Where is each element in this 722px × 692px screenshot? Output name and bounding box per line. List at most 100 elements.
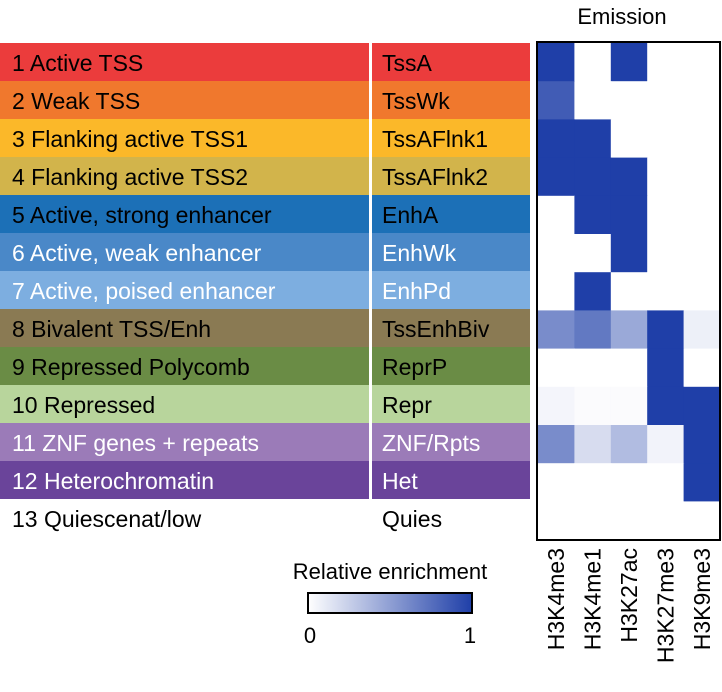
heatmap-cell <box>683 386 721 426</box>
heatmap-cell <box>574 195 612 235</box>
heatmap-cell <box>610 272 648 311</box>
state-abbr-label: TssEnhBiv <box>382 316 490 342</box>
state-row-bg <box>0 385 530 423</box>
state-abbr-label: ReprP <box>382 354 447 380</box>
heatmap-cell <box>683 463 721 502</box>
state-row-bg <box>0 271 530 309</box>
column-labels: H3K4me3 H3K4me1 H3K27ac H3K27me3 H3K9me3 <box>543 548 715 663</box>
heatmap-cell <box>610 463 648 502</box>
heatmap-cell <box>610 501 648 541</box>
heatmap-cell <box>683 348 721 388</box>
heatmap-cell <box>683 157 721 197</box>
heatmap-cell <box>647 119 685 159</box>
heatmap-border <box>536 41 721 541</box>
heatmap-cell <box>574 119 612 159</box>
heatmap-cell <box>538 272 575 311</box>
state-name-label: 10 Repressed <box>12 392 155 418</box>
colorbar-min-label: 0 <box>304 623 316 648</box>
heatmap-cell <box>647 310 685 350</box>
heatmap-cell <box>574 310 612 350</box>
heatmap-cell <box>683 234 721 273</box>
state-row-bg <box>0 499 530 537</box>
heatmap-cell <box>610 348 648 388</box>
heatmap-cell <box>574 272 612 311</box>
state-row-bg <box>0 309 530 347</box>
heatmap-cell <box>574 386 612 426</box>
column-label: H3K4me1 <box>580 548 606 650</box>
state-row-bg <box>0 461 530 499</box>
state-name-label: 2 Weak TSS <box>12 88 140 114</box>
heatmap-cell <box>538 386 575 426</box>
heatmap-cell <box>647 348 685 388</box>
heatmap-cell <box>647 234 685 273</box>
column-label: H3K4me3 <box>543 548 569 650</box>
heatmap-cell <box>574 81 612 120</box>
state-abbr-label: Het <box>382 468 418 494</box>
heatmap-cell <box>683 119 721 159</box>
state-name-label: 8 Bivalent TSS/Enh <box>12 316 211 342</box>
state-abbr-label: TssAFlnk2 <box>382 164 488 190</box>
state-abbr-label: EnhA <box>382 202 439 228</box>
heatmap-cell <box>538 501 575 541</box>
heatmap-cell <box>683 310 721 350</box>
heatmap-cell <box>647 157 685 197</box>
state-row-bg <box>0 195 530 233</box>
heatmap-cell <box>683 195 721 235</box>
heatmap-cell <box>574 501 612 541</box>
heatmap-cell <box>538 425 575 464</box>
heatmap-cell <box>610 157 648 197</box>
state-row-bg <box>0 119 530 157</box>
heatmap-cell <box>574 425 612 464</box>
heatmap-cell <box>574 157 612 197</box>
state-name-label: 12 Heterochromatin <box>12 468 214 494</box>
state-legend: 1 Active TSS TssA 2 Weak TSS TssWk 3 Flankin… <box>0 43 530 537</box>
heatmap-cell <box>610 195 648 235</box>
heatmap-cell <box>538 81 575 120</box>
state-name-label: 6 Active, weak enhancer <box>12 240 262 266</box>
state-abbr-label: EnhPd <box>382 278 451 304</box>
state-name-label: 1 Active TSS <box>12 50 143 76</box>
heatmap-cell <box>647 501 685 541</box>
state-abbr-label: EnhWk <box>382 240 457 266</box>
heatmap-cell <box>538 310 575 350</box>
heatmap-cell <box>610 234 648 273</box>
state-row-bg <box>0 81 530 119</box>
state-name-label: 7 Active, poised enhancer <box>12 278 276 304</box>
state-abbr-label: Repr <box>382 392 432 418</box>
state-name-label: 9 Repressed Polycomb <box>12 354 250 380</box>
heatmap-cell <box>574 348 612 388</box>
heatmap-cell <box>610 310 648 350</box>
heatmap-cell <box>610 43 648 82</box>
state-row-bg <box>0 347 530 385</box>
column-label: H3K9me3 <box>689 548 715 650</box>
state-abbr-label: ZNF/Rpts <box>382 430 480 456</box>
heatmap-cell <box>647 463 685 502</box>
heatmap-cell <box>574 43 612 82</box>
heatmap-title: Emission <box>577 4 666 29</box>
state-abbr-label: TssAFlnk1 <box>382 126 488 152</box>
state-name-label: 4 Flanking active TSS2 <box>12 164 248 190</box>
heatmap-cell <box>574 463 612 502</box>
state-abbr-label: Quies <box>382 506 442 532</box>
heatmap-cell <box>610 386 648 426</box>
state-row-bg <box>0 233 530 271</box>
colorbar <box>307 592 473 614</box>
heatmap-cell <box>683 425 721 464</box>
heatmap-cell <box>574 234 612 273</box>
heatmap-cell <box>538 348 575 388</box>
heatmap-cell <box>647 195 685 235</box>
column-label: H3K27ac <box>616 548 642 643</box>
heatmap-cell <box>610 425 648 464</box>
heatmap-cell <box>647 272 685 311</box>
heatmap-cell <box>538 157 575 197</box>
heatmap-cell <box>647 425 685 464</box>
colorbar-label: Relative enrichment <box>293 559 487 584</box>
heatmap-cell <box>647 386 685 426</box>
state-name-label: 3 Flanking active TSS1 <box>12 126 248 152</box>
heatmap-cell <box>683 81 721 120</box>
state-row-bg <box>0 423 530 461</box>
heatmap-cell <box>538 119 575 159</box>
heatmap-cell <box>538 195 575 235</box>
heatmap-cell <box>647 43 685 82</box>
